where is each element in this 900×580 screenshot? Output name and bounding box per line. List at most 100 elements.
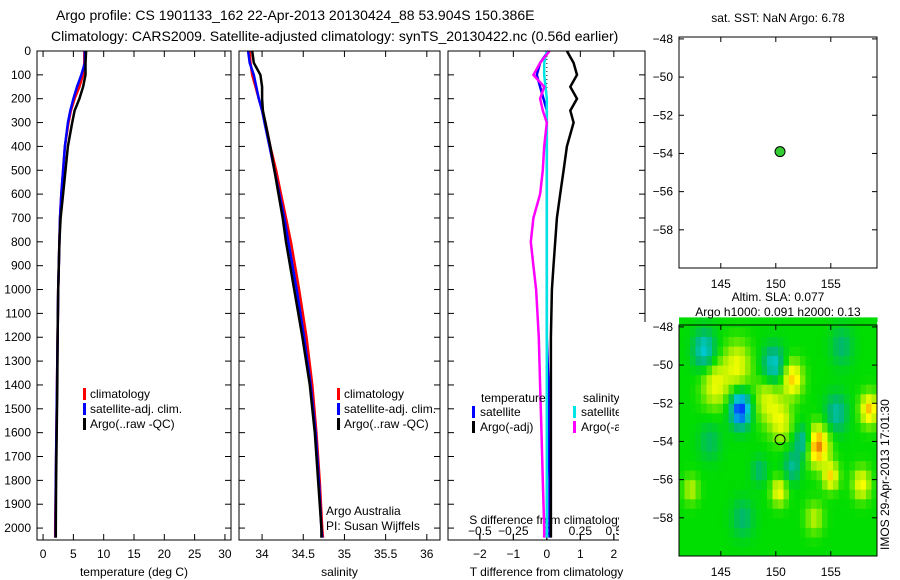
sla-cell xyxy=(849,326,856,337)
sla-cell xyxy=(860,384,867,395)
sla-cell xyxy=(761,489,768,500)
sla-cell xyxy=(778,489,785,500)
sla-cell xyxy=(756,498,763,509)
sla-cell xyxy=(783,536,790,547)
sla-cell xyxy=(734,336,741,347)
sla-cell xyxy=(717,470,724,481)
legend-swatch xyxy=(472,421,475,433)
sla-cell xyxy=(734,460,741,471)
sla-cell xyxy=(822,393,829,404)
sla-cell xyxy=(695,336,702,347)
sla-cell xyxy=(866,470,873,481)
sla-cell xyxy=(690,326,697,337)
sla-cell xyxy=(756,346,763,357)
series-line-satellite-adj--clim- xyxy=(54,51,87,538)
sla-cell xyxy=(728,489,735,500)
sla-cell xyxy=(684,536,691,547)
sla-cell xyxy=(860,422,867,433)
sla-cell xyxy=(756,365,763,376)
sla-cell xyxy=(756,355,763,366)
sla-cell xyxy=(794,489,801,500)
sla-cell xyxy=(701,508,708,519)
sla-cell xyxy=(789,412,796,423)
sla-cell xyxy=(822,422,829,433)
sla-cell xyxy=(794,441,801,452)
sla-cell xyxy=(783,517,790,528)
series-line-argo---raw--qc- xyxy=(54,50,88,538)
sla-cell xyxy=(706,498,713,509)
sla-cell xyxy=(690,460,697,471)
sla-cell xyxy=(761,393,768,404)
sla-cell xyxy=(871,403,878,414)
sla-cell xyxy=(855,422,862,433)
sla-cell xyxy=(772,498,779,509)
sla-cell xyxy=(816,508,823,519)
sla-cell xyxy=(849,317,856,328)
sla-cell xyxy=(734,384,741,395)
sla-cell xyxy=(794,546,801,557)
sla-cell xyxy=(750,546,757,557)
sla-cell xyxy=(761,336,768,347)
sla-cell xyxy=(695,393,702,404)
sla-cell xyxy=(728,431,735,442)
sla-cell xyxy=(871,431,878,442)
sla-cell xyxy=(816,403,823,414)
sla-cell xyxy=(679,517,686,528)
sla-cell xyxy=(855,517,862,528)
x-tick-label: 1 xyxy=(577,547,584,561)
sla-cell xyxy=(717,326,724,337)
sla-cell xyxy=(706,393,713,404)
sla-cell xyxy=(860,489,867,500)
sla-cell xyxy=(706,546,713,557)
sla-cell xyxy=(800,460,807,471)
sla-cell xyxy=(866,431,873,442)
sla-cell xyxy=(822,431,829,442)
sla-cell xyxy=(833,412,840,423)
sla-cell xyxy=(849,470,856,481)
sla-cell xyxy=(734,326,741,337)
sla-cell xyxy=(684,527,691,538)
sla-cell xyxy=(712,517,719,528)
sla-cell xyxy=(750,355,757,366)
sla-cell xyxy=(728,460,735,471)
sla-cell xyxy=(712,412,719,423)
sla-cell xyxy=(734,355,741,366)
sla-cell xyxy=(811,527,818,538)
sla-cell xyxy=(750,460,757,471)
sla-cell xyxy=(679,451,686,462)
sla-cell xyxy=(844,403,851,414)
sla-cell xyxy=(734,508,741,519)
sla-cell xyxy=(767,536,774,547)
sla-cell xyxy=(794,365,801,376)
sla-cell xyxy=(695,498,702,509)
sla-cell xyxy=(684,412,691,423)
sla-cell xyxy=(871,326,878,337)
x-tick-label: 36 xyxy=(420,547,434,561)
sla-cell xyxy=(822,460,829,471)
sla-cell xyxy=(794,451,801,462)
x-tick-label: 0 xyxy=(40,547,47,561)
sla-cell xyxy=(871,346,878,357)
sla-cell xyxy=(750,517,757,528)
sla-cell xyxy=(844,393,851,404)
sla-cell xyxy=(844,536,851,547)
sla-cell xyxy=(684,546,691,557)
sla-cell xyxy=(789,346,796,357)
sla-cell xyxy=(783,527,790,538)
depth-tick-label: 1300 xyxy=(4,354,31,368)
sla-cell xyxy=(684,489,691,500)
sla-cell xyxy=(723,479,730,490)
series-line-satellite xyxy=(542,50,549,538)
sla-cell xyxy=(679,346,686,357)
sla-cell xyxy=(739,546,746,557)
sla-cell xyxy=(783,479,790,490)
sla-cell xyxy=(717,384,724,395)
sla-cell xyxy=(816,536,823,547)
sla-cell xyxy=(800,517,807,528)
sla-cell xyxy=(701,393,708,404)
sla-cell xyxy=(822,326,829,337)
sla-cell xyxy=(855,470,862,481)
sla-cell xyxy=(871,422,878,433)
sla-cell xyxy=(695,451,702,462)
depth-tick-label: 2000 xyxy=(4,521,31,535)
